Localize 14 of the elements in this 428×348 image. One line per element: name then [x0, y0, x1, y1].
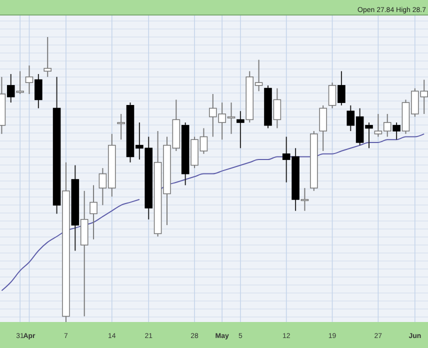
candlestick	[44, 36, 52, 78]
candlestick	[6, 74, 15, 104]
candlestick	[90, 184, 98, 240]
candlestick	[34, 74, 42, 109]
candlestick	[328, 82, 336, 109]
candlestick	[236, 110, 244, 149]
candlestick	[16, 70, 24, 94]
candlestick	[117, 113, 125, 140]
candlestick	[300, 188, 309, 212]
candlestick	[319, 104, 327, 152]
candlestick	[338, 70, 346, 106]
candlestick	[25, 65, 34, 94]
candlestick	[273, 88, 282, 129]
candlestick	[392, 122, 400, 140]
